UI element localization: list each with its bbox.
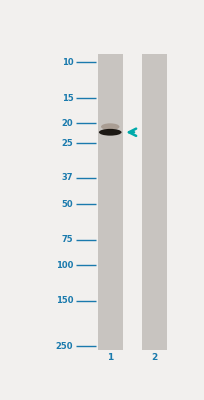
Text: 1: 1 <box>106 353 113 362</box>
Ellipse shape <box>98 129 121 136</box>
Text: 100: 100 <box>56 261 73 270</box>
Text: 15: 15 <box>61 94 73 102</box>
Text: 37: 37 <box>61 173 73 182</box>
Text: 75: 75 <box>61 236 73 244</box>
Text: 150: 150 <box>55 296 73 306</box>
Bar <box>142 54 166 350</box>
Ellipse shape <box>101 123 119 130</box>
Text: 2: 2 <box>151 353 157 362</box>
Text: 25: 25 <box>61 138 73 148</box>
Text: 250: 250 <box>55 342 73 350</box>
Text: 50: 50 <box>61 200 73 209</box>
Bar <box>98 54 122 350</box>
Text: 10: 10 <box>61 58 73 67</box>
Text: 20: 20 <box>61 119 73 128</box>
